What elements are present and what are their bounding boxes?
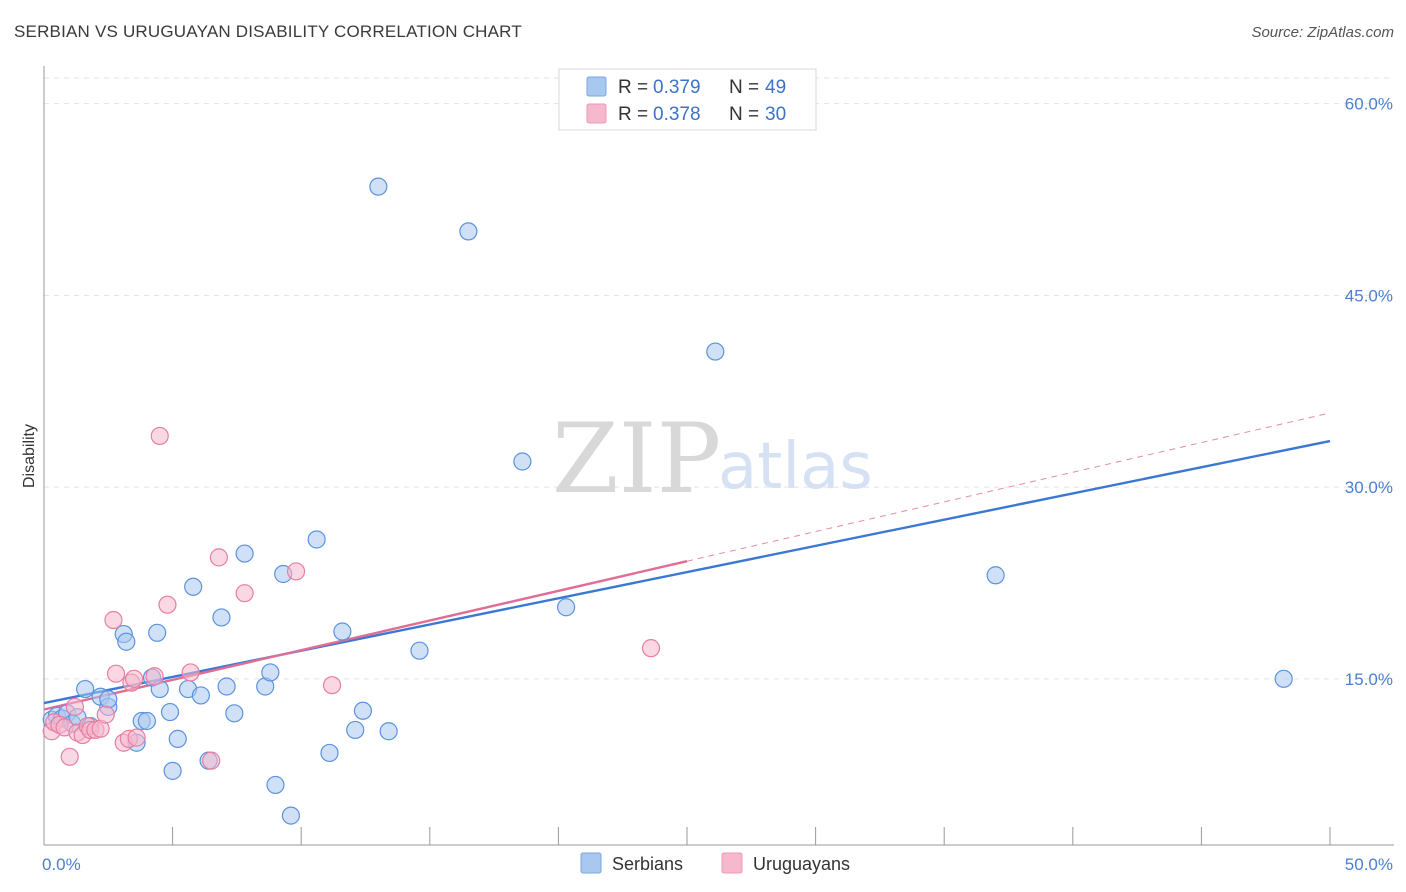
bottom-legend-serbians: Serbians — [612, 854, 683, 874]
uruguayans-point-13 — [104, 610, 123, 630]
serbians-point-17 — [148, 623, 167, 642]
y-axis-label: Disability — [21, 424, 38, 488]
serbians-point-29 — [235, 544, 254, 563]
serbians-point-19 — [160, 702, 180, 722]
uruguayans-point-23 — [181, 663, 200, 682]
uruguayans-point-26 — [235, 584, 254, 603]
x-tick-labels: 0.0% 50.0% — [42, 855, 1393, 874]
serbians-point-34 — [281, 806, 301, 825]
legend-swatch-serbians — [586, 76, 607, 97]
serbians-point-41 — [379, 722, 398, 741]
serbians-point-48 — [1274, 669, 1293, 688]
source-label: Source: ZipAtlas.com — [1251, 24, 1394, 41]
uruguayans-point-28 — [322, 676, 342, 695]
serbians-point-20 — [163, 761, 182, 780]
watermark-zip: ZIP — [552, 403, 721, 515]
data-points — [42, 177, 1293, 825]
serbians-point-12 — [117, 632, 136, 651]
watermark: ZIP atlas — [552, 403, 873, 515]
serbians-point-42 — [410, 641, 429, 660]
legend-swatch-uruguayans — [586, 103, 607, 124]
uruguayans-point-5 — [65, 697, 84, 717]
x-tick-label-1: 50.0% — [1345, 855, 1393, 874]
legend-n-label-1: N = — [729, 77, 759, 98]
bottom-legend-swatch-uruguayans — [721, 852, 743, 874]
legend-n-value-1: 49 — [765, 77, 786, 98]
legend: R = 0.379 N = 49 R = 0.378 N = 30 — [558, 68, 817, 131]
y-tick-label-2: 45.0% — [1345, 286, 1393, 305]
legend-r-label-1: R = — [618, 77, 648, 98]
trendline-uruguayans-solid — [43, 560, 688, 711]
legend-r-label-2: R = — [618, 104, 648, 125]
uruguayans-point-18 — [124, 669, 144, 688]
bottom-legend-uruguayans: Uruguayans — [753, 854, 850, 874]
serbians-point-36 — [320, 743, 339, 763]
legend-n-value-2: 30 — [765, 104, 786, 125]
serbians-point-23 — [184, 577, 203, 596]
uruguayans-point-12 — [96, 705, 115, 724]
bottom-legend-swatch-serbians — [580, 852, 602, 874]
legend-r-value-1: 0.379 — [653, 77, 701, 98]
uruguayans-point-24 — [202, 751, 221, 770]
y-tick-labels: 15.0% 30.0% 45.0% 60.0% — [1345, 95, 1393, 689]
watermark-atlas: atlas — [718, 430, 873, 504]
serbians-point-35 — [307, 530, 326, 549]
y-tick-label-3: 60.0% — [1345, 95, 1393, 114]
y-tick-label-0: 15.0% — [1345, 670, 1393, 689]
serbians-point-6 — [76, 679, 95, 699]
serbians-point-40 — [369, 177, 388, 196]
serbians-point-39 — [353, 701, 373, 720]
x-tick-label-0: 0.0% — [42, 855, 81, 874]
uruguayans-point-20 — [145, 667, 164, 686]
serbians-point-24 — [191, 686, 210, 705]
uruguayans-point-29 — [641, 639, 661, 658]
serbians-point-44 — [513, 452, 532, 471]
bottom-legend: Serbians Uruguayans — [580, 852, 850, 874]
serbians-point-26 — [212, 608, 231, 627]
serbians-point-45 — [557, 598, 576, 617]
serbians-point-32 — [266, 775, 285, 795]
uruguayans-point-22 — [158, 595, 177, 614]
serbians-point-10 — [99, 690, 118, 709]
serbians-point-47 — [986, 566, 1005, 585]
legend-n-label-2: N = — [729, 104, 759, 125]
uruguayans-point-19 — [127, 728, 146, 747]
serbians-point-21 — [168, 729, 187, 748]
serbians-point-31 — [261, 663, 280, 682]
uruguayans-point-25 — [209, 548, 228, 567]
uruguayans-point-27 — [286, 562, 306, 581]
legend-r-value-2: 0.378 — [653, 104, 701, 125]
serbians-point-15 — [137, 711, 156, 731]
chart-title: SERBIAN VS URUGUAYAN DISABILITY CORRELAT… — [14, 22, 522, 41]
uruguayans-point-14 — [106, 664, 126, 683]
serbians-point-43 — [459, 222, 478, 241]
uruguayans-point-21 — [150, 426, 169, 446]
uruguayans-point-4 — [60, 747, 79, 766]
y-tick-label-1: 30.0% — [1345, 478, 1393, 497]
serbians-point-28 — [225, 704, 244, 723]
serbians-point-46 — [706, 342, 725, 361]
serbians-point-37 — [333, 622, 352, 641]
serbians-point-27 — [217, 677, 236, 696]
serbians-point-38 — [346, 720, 365, 740]
